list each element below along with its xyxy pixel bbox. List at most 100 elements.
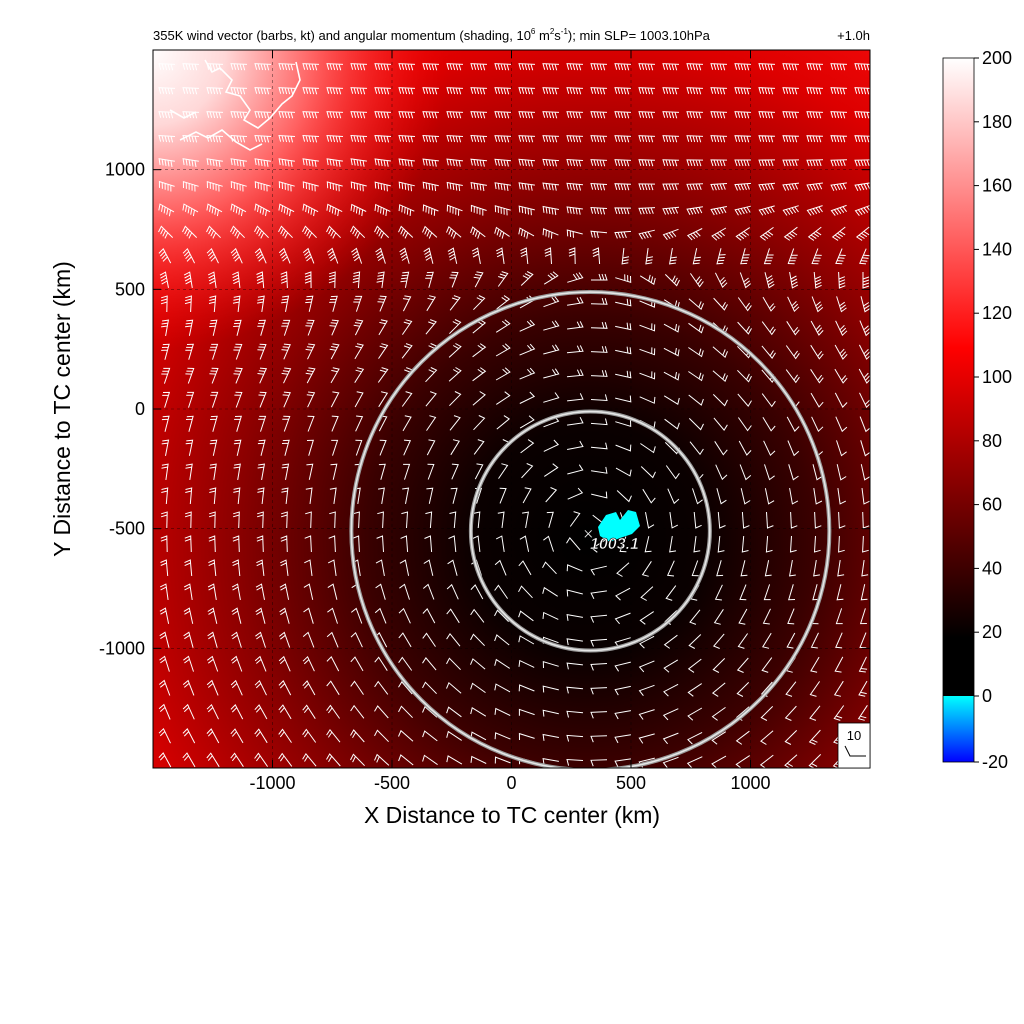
wind-barb — [158, 225, 174, 239]
wind-barb — [518, 205, 535, 216]
colorbar-tick-label: 100 — [982, 367, 1012, 387]
wind-barb — [355, 439, 363, 456]
wind-barb — [615, 587, 631, 601]
wind-barb — [494, 584, 509, 599]
wind-barb — [352, 271, 361, 289]
wind-barb — [713, 297, 728, 311]
wind-barb — [207, 631, 218, 648]
wind-barb — [425, 511, 433, 529]
wind-barb — [859, 632, 867, 649]
wind-barb — [717, 511, 726, 529]
wind-barb — [566, 564, 583, 572]
range-ring — [470, 410, 711, 652]
wind-barb — [734, 87, 752, 95]
wind-barb — [765, 535, 773, 553]
wind-barb — [329, 319, 339, 336]
wind-barb — [425, 271, 434, 288]
wind-barb — [159, 271, 169, 288]
wind-barb — [185, 367, 195, 384]
wind-barb — [758, 135, 776, 143]
wind-barb — [350, 63, 368, 71]
wind-barb — [470, 111, 488, 119]
wind-barb — [813, 535, 821, 553]
wind-barb — [350, 158, 367, 167]
wind-barb — [835, 416, 848, 433]
wind-barb — [158, 111, 176, 119]
wind-barb — [862, 272, 870, 289]
wind-barb — [836, 296, 847, 313]
wind-barb — [567, 272, 584, 283]
y-axis-label: Y Distance to TC center (km) — [49, 261, 75, 557]
wind-barb — [182, 63, 200, 71]
wind-barb — [615, 370, 632, 379]
wind-barb — [638, 135, 656, 143]
wind-barb — [427, 463, 435, 480]
wind-barb — [518, 63, 536, 71]
wind-barb — [566, 182, 584, 191]
wind-barb — [398, 729, 414, 742]
wind-barb — [787, 440, 800, 457]
wind-barb — [208, 535, 216, 553]
wind-barb — [542, 87, 560, 95]
wind-barb — [494, 609, 509, 623]
wind-barb — [254, 134, 272, 143]
wind-barb — [497, 511, 505, 528]
wind-barb — [710, 159, 728, 167]
wind-barb — [280, 271, 288, 289]
wind-barb — [812, 464, 823, 481]
wind-barb — [764, 560, 772, 577]
wind-barb — [810, 656, 820, 673]
wind-barb — [782, 87, 800, 95]
wind-barb — [686, 159, 704, 167]
wind-barb — [638, 159, 656, 167]
colorbar-tick-label: 40 — [982, 558, 1002, 578]
wind-barb — [255, 607, 266, 624]
wind-barb — [278, 752, 293, 767]
wind-barb — [662, 87, 680, 95]
wind-barb — [306, 463, 314, 480]
wind-barb — [206, 111, 224, 119]
wind-barb — [398, 656, 413, 671]
wind-barb — [426, 487, 434, 504]
wind-barb — [162, 391, 171, 408]
y-tick-label: 1000 — [105, 160, 145, 180]
wind-barb — [712, 370, 728, 383]
wind-barb — [254, 679, 267, 696]
wind-barb — [567, 416, 584, 426]
colorbar-tick-label: 180 — [982, 112, 1012, 132]
wind-barb — [854, 159, 870, 167]
wind-barb — [542, 586, 558, 597]
wind-barb — [256, 559, 265, 576]
wind-barb — [688, 371, 704, 382]
wind-barb — [350, 111, 368, 119]
wind-barb — [280, 535, 288, 553]
wind-barb — [233, 343, 243, 360]
wind-barb — [810, 320, 824, 336]
wind-barb — [591, 273, 608, 281]
wind-barb — [230, 87, 248, 95]
wind-barb — [257, 367, 268, 384]
wind-barb — [787, 248, 798, 265]
wind-barb — [160, 535, 168, 553]
colorbar-tick-label: -20 — [982, 752, 1008, 772]
wind-barb — [590, 63, 608, 71]
wind-barb — [782, 111, 800, 119]
wind-barb — [185, 319, 194, 336]
wind-barb — [543, 320, 560, 331]
wind-barb — [688, 634, 702, 649]
wind-barb — [161, 487, 169, 505]
wind-barb — [638, 63, 656, 71]
wind-barb — [766, 511, 774, 529]
wind-barb — [638, 207, 656, 215]
wind-barb — [638, 87, 656, 95]
wind-barb — [542, 205, 559, 216]
wind-barb — [256, 535, 264, 553]
wind-barb — [423, 247, 434, 264]
wind-barb — [398, 87, 416, 95]
wind-barb — [615, 346, 632, 355]
wind-barb — [375, 583, 386, 600]
wind-barb — [258, 391, 267, 408]
wind-barb — [614, 87, 632, 95]
wind-barb — [158, 727, 171, 744]
wind-barb — [714, 584, 723, 601]
